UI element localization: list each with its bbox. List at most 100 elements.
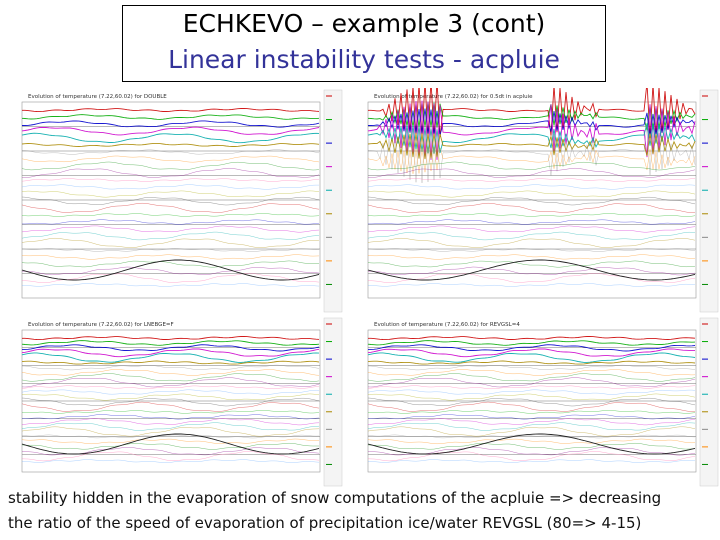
panel-title: Evolution of temperature (7.22,60.02) fo… xyxy=(374,94,533,100)
curve xyxy=(21,213,320,217)
curve xyxy=(367,434,696,439)
curve xyxy=(22,219,320,225)
curve xyxy=(367,377,696,388)
curve xyxy=(21,283,320,287)
curve xyxy=(367,385,696,390)
curve xyxy=(22,414,320,420)
curve xyxy=(367,401,696,412)
legend-strip xyxy=(699,317,719,487)
curve xyxy=(367,410,696,414)
curve xyxy=(367,389,696,395)
curve xyxy=(21,393,320,401)
curve xyxy=(21,389,320,395)
curve xyxy=(367,133,696,160)
curve xyxy=(367,196,696,206)
curve xyxy=(21,438,320,445)
curve xyxy=(367,283,696,287)
curve xyxy=(367,231,696,241)
curve xyxy=(21,340,320,346)
curve xyxy=(367,146,696,174)
legend-strip xyxy=(323,317,343,487)
curve xyxy=(21,259,320,281)
caption-line: stability hidden in the evaporation of s… xyxy=(8,489,662,507)
curve xyxy=(21,422,320,431)
curve xyxy=(21,352,320,363)
curve xyxy=(21,272,320,283)
panel-title: Evolution of temperature (7.22,60.02) fo… xyxy=(28,322,174,328)
curve xyxy=(367,190,696,198)
curve xyxy=(368,108,696,137)
curve xyxy=(21,401,320,412)
curve xyxy=(367,202,695,213)
curve xyxy=(367,352,696,363)
chart-screenshot: Evolution of temperature (7.22,60.02) fo… xyxy=(346,316,720,488)
curve xyxy=(368,459,696,463)
curve xyxy=(367,237,696,248)
curve xyxy=(21,167,320,178)
curve xyxy=(367,248,696,252)
curve xyxy=(367,348,695,358)
curve xyxy=(21,190,320,198)
curve xyxy=(367,418,696,426)
curve xyxy=(21,369,320,376)
curve xyxy=(21,132,320,144)
curve xyxy=(21,126,320,136)
legend-strip xyxy=(323,89,343,313)
curve xyxy=(367,272,696,283)
curve xyxy=(21,202,320,213)
curve xyxy=(367,124,696,183)
curve xyxy=(21,161,320,171)
curve xyxy=(367,225,696,233)
curve xyxy=(367,266,696,276)
curve xyxy=(21,410,320,414)
curve xyxy=(21,231,320,241)
curve xyxy=(367,184,696,190)
curve xyxy=(367,451,696,462)
curve xyxy=(22,344,320,352)
title-box: ECHKEVO – example 3 (cont) Linear instab… xyxy=(122,5,606,82)
curve xyxy=(368,344,696,352)
curve xyxy=(367,438,696,445)
curve xyxy=(21,260,320,268)
slide-title: ECHKEVO – example 3 (cont) xyxy=(182,9,546,38)
curve xyxy=(21,442,319,450)
curve xyxy=(367,369,696,376)
curve xyxy=(21,155,320,163)
curve xyxy=(367,426,696,437)
curve xyxy=(21,451,320,462)
curve xyxy=(367,360,696,365)
curve xyxy=(21,373,320,382)
curve xyxy=(367,442,696,450)
curve xyxy=(21,254,320,260)
curve xyxy=(21,237,320,248)
curve xyxy=(367,260,696,268)
curve xyxy=(21,433,320,455)
curve xyxy=(22,459,320,463)
slide-subtitle: Linear instability tests - acpluie xyxy=(168,45,560,74)
panel-title: Evolution of temperature (7.22,60.02) fo… xyxy=(374,322,520,328)
curve xyxy=(367,178,696,182)
curve xyxy=(22,107,320,113)
curve xyxy=(367,167,696,178)
curve xyxy=(367,373,696,382)
curve xyxy=(368,335,696,341)
curve xyxy=(21,397,320,407)
curve xyxy=(368,414,696,420)
chart-screenshot: Evolution of temperature (7.22,60.02) fo… xyxy=(0,88,344,314)
curve xyxy=(21,364,320,371)
curve xyxy=(367,393,696,401)
curve xyxy=(367,340,696,346)
curve xyxy=(21,348,320,358)
curve xyxy=(21,248,320,252)
curve xyxy=(21,225,320,233)
curve xyxy=(21,385,320,390)
chart-screenshot: Evolution of temperature (7.22,60.02) fo… xyxy=(0,316,344,488)
curve xyxy=(21,418,320,426)
curve xyxy=(367,433,696,455)
curve xyxy=(21,266,320,276)
curve xyxy=(21,178,320,182)
curve xyxy=(367,254,696,260)
curve xyxy=(22,335,320,341)
curve xyxy=(367,213,696,217)
